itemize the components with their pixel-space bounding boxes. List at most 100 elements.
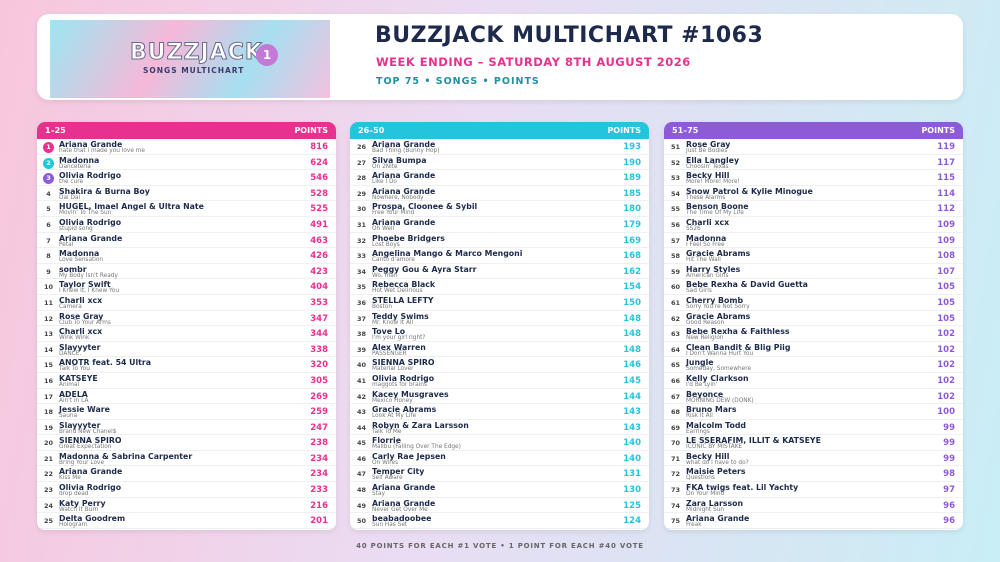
song: Wo, man xyxy=(372,272,398,279)
artist: Slayyyter xyxy=(59,342,101,352)
points: 107 xyxy=(937,266,955,277)
chart-row: 34 Peggy Gou & Ayra Starr Wo, man 162 xyxy=(350,264,649,280)
song: Brand New Chanel$ xyxy=(59,428,117,435)
rank: 57 xyxy=(670,236,681,245)
points: 423 xyxy=(310,266,328,277)
points: 98 xyxy=(943,469,955,480)
rank: 39 xyxy=(356,345,367,354)
artist: Madonna & Sabrina Carpenter xyxy=(59,451,193,461)
chart-row: 13 Charli xcx Wink Wink 344 xyxy=(37,326,336,342)
rank: 23 xyxy=(43,486,54,495)
chart-row: 48 Ariana Grande Stay 130 xyxy=(350,482,649,498)
chart-row: 26 Ariana Grande Bad Thing (Bunny Hop) 193 xyxy=(350,139,649,155)
rank: 22 xyxy=(43,470,54,479)
artist: Ariana Grande xyxy=(372,186,436,196)
points: 247 xyxy=(310,422,328,433)
song: Material Lover xyxy=(372,366,414,373)
rank: 1 xyxy=(43,142,54,153)
song: Bad Thing (Bunny Hop) xyxy=(372,148,440,154)
points: 259 xyxy=(310,407,328,418)
artist: Silva Bumpa xyxy=(372,155,427,165)
song: Great Expectation xyxy=(59,444,112,451)
chart-row: 49 Ariana Grande Never Get Over Me 125 xyxy=(350,498,649,514)
rank: 34 xyxy=(356,267,367,276)
chart-row: 19 Slayyyter Brand New Chanel$ 247 xyxy=(37,420,336,436)
song: Petal xyxy=(59,241,74,248)
points: 108 xyxy=(937,251,955,262)
rank: 56 xyxy=(670,220,681,229)
rank: 52 xyxy=(670,158,681,167)
panel-range: 26–50 xyxy=(358,126,385,135)
points: 102 xyxy=(937,329,955,340)
artist: Olivia Rodrigo xyxy=(59,171,122,181)
artist: Katy Perry xyxy=(59,498,106,508)
song: Lost Boys xyxy=(372,241,400,248)
rank: 75 xyxy=(670,517,681,526)
chart-row: 29 Ariana Grande Nowhere, Nobody 185 xyxy=(350,186,649,202)
rank: 40 xyxy=(356,361,367,370)
chart-row: 38 Tove Lo I'm your girl right? 148 xyxy=(350,326,649,342)
rank: 5 xyxy=(46,205,51,214)
chart-row: 28 Ariana Grande Like I Do 189 xyxy=(350,170,649,186)
chart-row: 55 Benson Boone The Time Of My Life 112 xyxy=(664,201,963,217)
points: 168 xyxy=(623,251,641,262)
artist: Phoebe Bridgers xyxy=(372,233,445,243)
artist: Zara Larsson xyxy=(686,498,743,508)
artist: Gracie Abrams xyxy=(686,311,751,321)
song: The Time Of My Life xyxy=(686,210,744,217)
song: Watch It Burn xyxy=(59,506,99,513)
artist: Robyn & Zara Larsson xyxy=(372,420,469,430)
artist: Olivia Rodrigo xyxy=(59,217,122,227)
rank: 25 xyxy=(43,517,54,526)
points: 180 xyxy=(623,204,641,215)
points: 105 xyxy=(937,313,955,324)
chart-row: 39 Alex Warren PASSENGER 148 xyxy=(350,342,649,358)
chart-row: 15 ANOTR feat. 54 Ultra Talk To You 320 xyxy=(37,357,336,373)
points: 105 xyxy=(937,282,955,293)
artist: Rose Gray xyxy=(686,140,731,149)
artist: Taylor Swift xyxy=(59,280,111,290)
artist: Bebe Rexha & David Guetta xyxy=(686,280,808,290)
artist: SIENNA SPIRO xyxy=(372,358,435,368)
chart-row: 57 Madonna I Feel So Free 109 xyxy=(664,233,963,249)
chart-row: 7 Ariana Grande Petal 463 xyxy=(37,233,336,249)
rank: 15 xyxy=(43,361,54,370)
artist: Madonna xyxy=(59,155,100,165)
points: 463 xyxy=(310,235,328,246)
artist: Jessie Ware xyxy=(59,405,110,415)
artist: Charli xcx xyxy=(686,217,730,227)
rank: 16 xyxy=(43,376,54,385)
song: These Alarms xyxy=(686,194,726,201)
chart-row: 4 Shakira & Burna Boy Dai Dai 528 xyxy=(37,186,336,202)
song: More! More! More! xyxy=(686,179,740,186)
song: I'm your girl right? xyxy=(372,335,426,342)
artist: Charli xcx xyxy=(59,327,103,337)
song: PASSENGER xyxy=(372,350,407,357)
artist: Becky Hill xyxy=(686,171,730,181)
song: American Girls xyxy=(686,272,729,279)
chart-row: 70 LE SSERAFIM, ILLIT & KATSEYE ICONIC BY … xyxy=(664,435,963,451)
subtitle: WEEK ENDING – SATURDAY 8TH AUGUST 2026 xyxy=(376,55,691,69)
chart-row: 75 Ariana Grande Freak 96 xyxy=(664,513,963,529)
rank: 41 xyxy=(356,376,367,385)
chart-row: 3 Olivia Rodrigo the cure 546 xyxy=(37,170,336,186)
logo-sub: SONGS MULTICHART xyxy=(143,66,245,75)
song: Camera xyxy=(59,303,82,310)
artist: Prospa, Cloonee & Sybil xyxy=(372,202,478,212)
song: ICONIC BY MISTAKE xyxy=(686,444,743,451)
song: New Religion xyxy=(686,335,724,342)
chart-row: 54 Snow Patrol & Kylie Minogue These Alarm… xyxy=(664,186,963,202)
song: Talk To You xyxy=(59,366,90,373)
logo: BUZZJACK SONGS MULTICHART 1 xyxy=(50,20,330,98)
rank: 72 xyxy=(670,470,681,479)
chart-row: 64 Clean Bandit & Blig Piig I Don't Wanna … xyxy=(664,342,963,358)
artist: Gracie Abrams xyxy=(372,405,437,415)
rank: 42 xyxy=(356,392,367,401)
song: Movin' To The Sun xyxy=(59,210,112,217)
song: Just Be Bodies xyxy=(686,148,728,154)
rank: 10 xyxy=(43,283,54,292)
artist: FKA twigs feat. Lil Yachty xyxy=(686,483,799,493)
chart-panel: 1–25 POINTS 1 Ariana Grande hate that i made… xyxy=(37,122,336,530)
artist: Rebecca Black xyxy=(372,280,436,290)
artist: Ariana Grande xyxy=(59,233,123,243)
